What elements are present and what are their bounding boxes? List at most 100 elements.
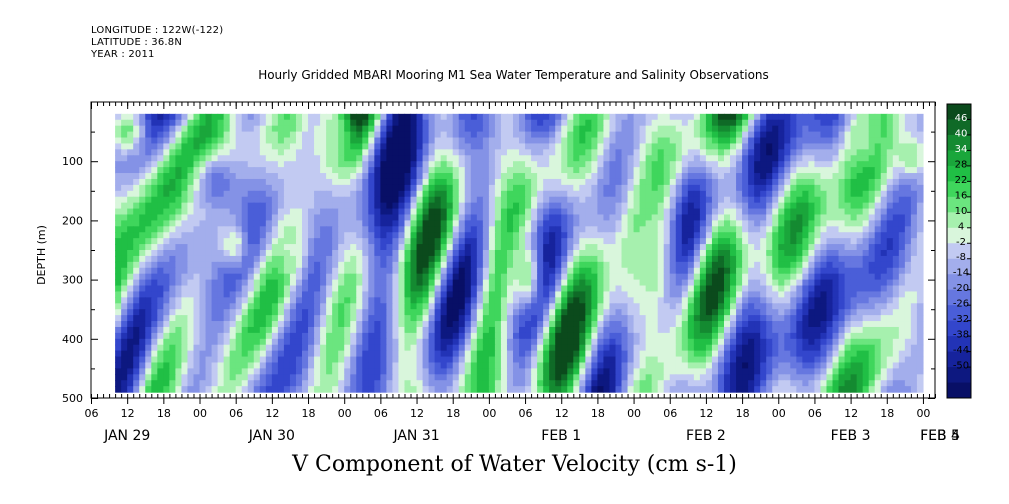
heatmap-cell	[549, 255, 556, 263]
heatmap-cell	[199, 208, 207, 216]
heatmap-cell	[615, 285, 623, 293]
heatmap-cell	[519, 143, 526, 150]
heatmap-cell	[802, 291, 809, 298]
heatmap-cell	[736, 309, 743, 316]
heatmap-cell	[681, 184, 689, 192]
heatmap-cell	[591, 143, 598, 150]
heatmap-cell	[314, 173, 321, 180]
heatmap-cell	[736, 143, 743, 150]
heatmap-cell	[458, 137, 466, 145]
heatmap-cell	[669, 214, 677, 221]
heatmap-cell	[133, 273, 140, 281]
heatmap-cell	[386, 273, 394, 281]
heatmap-cell	[506, 190, 514, 198]
heatmap-cell	[519, 161, 526, 168]
heatmap-cell	[211, 178, 219, 186]
heatmap-cell	[519, 196, 526, 204]
heatmap-cell	[814, 196, 822, 204]
heatmap-cell	[277, 190, 285, 198]
heatmap-cell	[766, 244, 773, 251]
heatmap-cell	[308, 190, 315, 198]
heatmap-cell	[175, 173, 183, 180]
heatmap-cell	[452, 143, 460, 150]
heatmap-cell	[651, 208, 659, 216]
heatmap-cell	[356, 214, 363, 221]
heatmap-cell	[693, 232, 701, 239]
heatmap-cell	[651, 291, 659, 298]
heatmap-cell	[687, 214, 695, 221]
heatmap-cell	[898, 232, 906, 239]
heatmap-cell	[549, 167, 556, 174]
heatmap-cell	[531, 285, 538, 293]
heatmap-cell	[778, 244, 785, 251]
heatmap-cell	[555, 125, 562, 133]
heatmap-cell	[253, 143, 261, 150]
heatmap-cell	[742, 321, 749, 328]
heatmap-cell	[223, 137, 231, 145]
heatmap-cell	[868, 119, 876, 127]
heatmap-cell	[289, 267, 297, 275]
heatmap-cell	[615, 149, 623, 156]
heatmap-cell	[531, 326, 538, 334]
heatmap-cell	[766, 250, 773, 257]
heatmap-cell	[844, 261, 852, 269]
heatmap-cell	[356, 303, 363, 310]
heatmap-cell	[711, 303, 719, 310]
heatmap-cell	[302, 279, 309, 287]
heatmap-cell	[416, 137, 424, 145]
heatmap-cell	[705, 279, 713, 287]
heatmap-cell	[211, 173, 219, 180]
heatmap-cell	[826, 214, 834, 221]
heatmap-cell	[591, 125, 598, 133]
heatmap-cell	[434, 273, 442, 281]
heatmap-cell	[880, 178, 888, 186]
heatmap-cell	[398, 167, 406, 174]
heatmap-cell	[621, 279, 629, 287]
heatmap-cell	[681, 244, 689, 251]
heatmap-cell	[181, 214, 189, 221]
heatmap-cell	[892, 125, 900, 133]
heatmap-cell	[217, 131, 225, 139]
heatmap-cell	[711, 315, 719, 322]
heatmap-cell	[868, 214, 876, 221]
heatmap-cell	[856, 214, 864, 221]
heatmap-cell	[645, 326, 653, 334]
heatmap-cell	[754, 291, 761, 298]
heatmap-cell	[844, 326, 852, 334]
heatmap-cell	[675, 119, 683, 127]
heatmap-cell	[494, 173, 502, 180]
heatmap-cell	[386, 173, 394, 180]
heatmap-cell	[808, 131, 816, 139]
heatmap-cell	[476, 214, 484, 221]
heatmap-cell	[338, 190, 345, 198]
heatmap-cell	[326, 214, 333, 221]
heatmap-cell	[633, 285, 641, 293]
heatmap-cell	[181, 155, 189, 162]
heatmap-cell	[609, 244, 617, 251]
heatmap-cell	[145, 261, 152, 269]
heatmap-cell	[181, 208, 189, 216]
heatmap-cell	[482, 285, 490, 293]
heatmap-cell	[416, 149, 424, 156]
heatmap-cell	[730, 190, 737, 198]
heatmap-cell	[494, 309, 502, 316]
heatmap-cell	[687, 196, 695, 204]
heatmap-cell	[597, 291, 605, 298]
heatmap-cell	[868, 267, 876, 275]
heatmap-cell	[470, 131, 478, 139]
heatmap-cell	[350, 250, 357, 257]
heatmap-cell	[458, 220, 466, 227]
heatmap-cell	[320, 178, 327, 186]
heatmap-cell	[314, 119, 321, 127]
heatmap-cell	[597, 119, 605, 127]
heatmap-cell	[772, 125, 779, 133]
heatmap-cell	[537, 190, 544, 198]
heatmap-cell	[826, 232, 834, 239]
heatmap-cell	[302, 178, 309, 186]
heatmap-cell	[669, 285, 677, 293]
heatmap-cell	[169, 125, 176, 133]
heatmap-cell	[904, 238, 912, 245]
heatmap-cell	[591, 113, 598, 121]
heatmap-cell	[597, 255, 605, 263]
heatmap-cell	[525, 326, 532, 334]
